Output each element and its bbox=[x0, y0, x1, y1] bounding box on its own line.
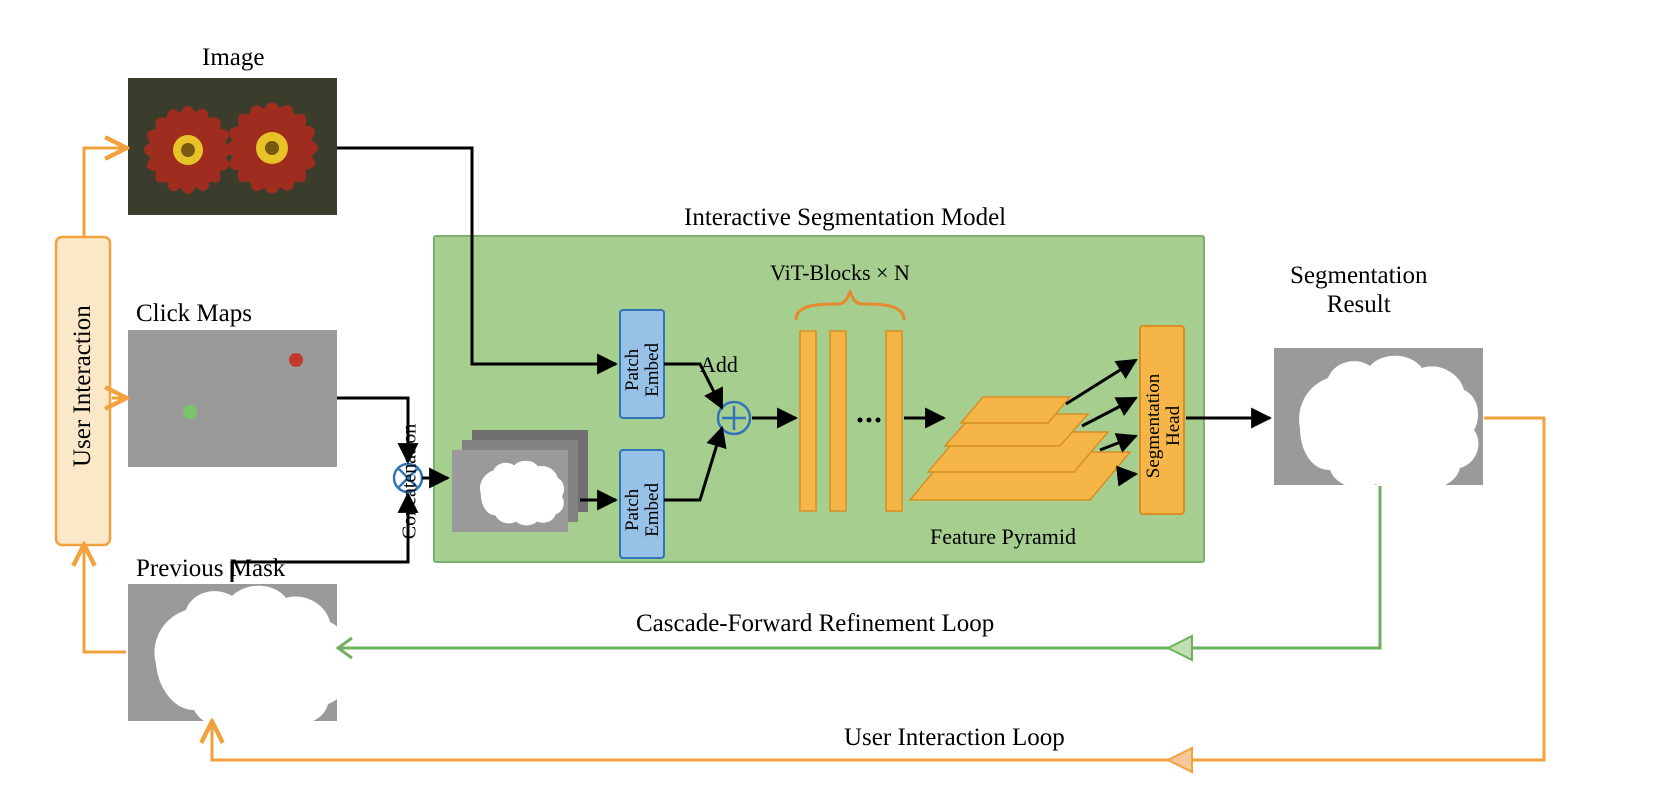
feature-pyramid-label: Feature Pyramid bbox=[930, 524, 1076, 550]
segmentation-result-thumb bbox=[1274, 348, 1483, 494]
diagram-svg bbox=[0, 0, 1662, 808]
concatenation-label: Concatenation bbox=[399, 412, 422, 552]
concat-stack bbox=[452, 430, 588, 532]
image-title-label: Image bbox=[202, 44, 264, 72]
vit-blocks-label: ViT-Blocks × N bbox=[770, 260, 910, 286]
patch-embed-1-label: Patch Embed bbox=[623, 325, 663, 415]
seg-result-line1: Segmentation Result bbox=[1290, 262, 1427, 318]
seg-head-label: Segmentation Head bbox=[1144, 356, 1184, 496]
arrow-click-to-concat bbox=[337, 398, 408, 462]
seg-result-title-label: Segmentation Result bbox=[1290, 262, 1427, 320]
arrow-pyr4-to-head bbox=[1118, 474, 1136, 476]
image-thumb bbox=[128, 78, 337, 215]
ui-loop-label: User Interaction Loop bbox=[844, 724, 1065, 752]
previous-mask-title-label: Previous Mask bbox=[136, 555, 285, 583]
add-label: Add bbox=[700, 352, 738, 378]
patch-embed-2-label: Patch Embed bbox=[623, 465, 663, 555]
user-interaction-label: User Interaction bbox=[69, 317, 97, 467]
arrow-prevmask-to-userbox bbox=[84, 547, 126, 652]
click-maps-thumb bbox=[128, 330, 337, 467]
cf-loop-label: Cascade-Forward Refinement Loop bbox=[636, 610, 994, 638]
previous-mask-thumb bbox=[128, 584, 347, 731]
click-maps-title-label: Click Maps bbox=[136, 300, 252, 328]
model-title-label: Interactive Segmentation Model bbox=[684, 204, 1006, 232]
arrow-userbox-to-image bbox=[84, 148, 124, 236]
